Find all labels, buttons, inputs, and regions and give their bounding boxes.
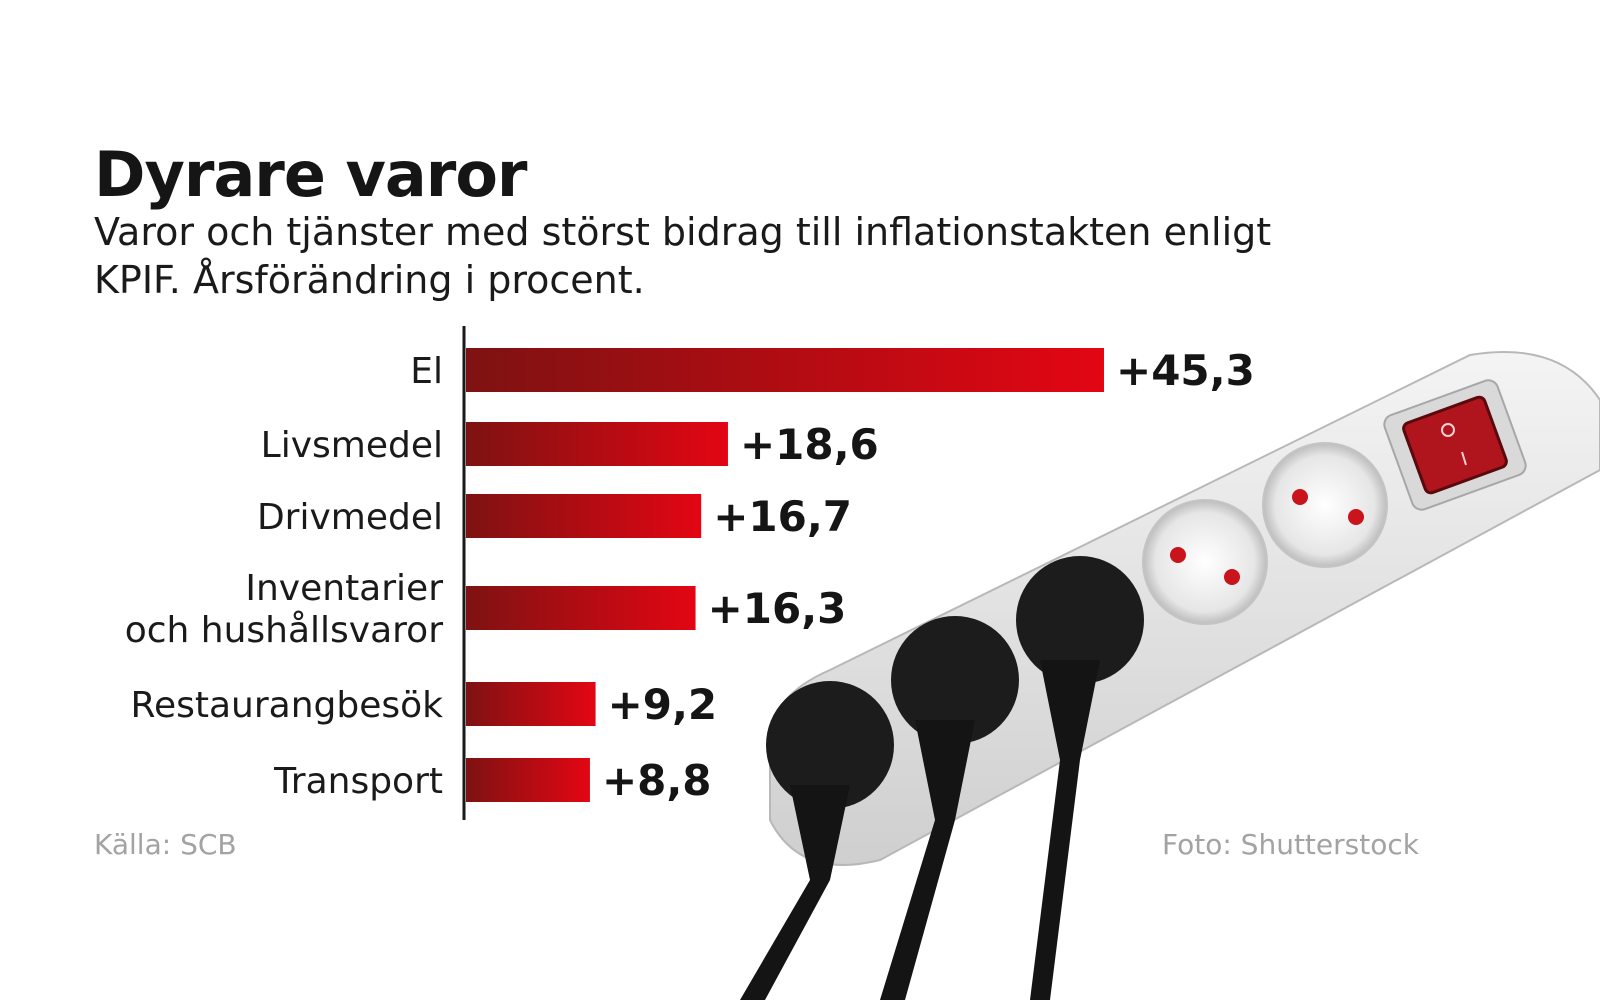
category-label: Transport — [273, 761, 443, 802]
plug-icon — [740, 681, 894, 1000]
power-switch-icon — [1383, 379, 1527, 511]
value-label: +18,6 — [740, 420, 879, 469]
socket-icon — [1142, 499, 1268, 625]
plug-icon — [880, 616, 1019, 1000]
category-label: och hushållsvaror — [125, 610, 444, 651]
value-label: +16,3 — [708, 584, 847, 633]
socket-icon — [1262, 442, 1388, 568]
bar — [466, 348, 1104, 392]
category-label: Drivmedel — [257, 497, 443, 538]
bars-group — [466, 348, 1104, 802]
source-note: Källa: SCB — [94, 828, 237, 861]
value-labels: +45,3 +18,6 +16,7 +16,3 +9,2 +8,8 — [602, 346, 1255, 805]
value-label: +9,2 — [608, 680, 718, 729]
category-label: Livsmedel — [261, 425, 443, 466]
value-label: +16,7 — [713, 492, 852, 541]
power-strip-icon — [740, 351, 1600, 1000]
bar — [466, 586, 696, 630]
bar — [466, 682, 596, 726]
plug-icon — [1016, 556, 1144, 1000]
value-label: +8,8 — [602, 756, 712, 805]
photo-credit: Foto: Shutterstock — [1162, 828, 1419, 861]
value-label: +45,3 — [1116, 346, 1255, 395]
bar — [466, 494, 702, 538]
bar — [466, 758, 590, 802]
chart-subtitle: Varor och tjänster med störst bidrag til… — [94, 210, 1272, 302]
category-label: Restaurangbesök — [131, 685, 444, 726]
bar — [466, 422, 728, 466]
chart-title: Dyrare varor — [94, 138, 528, 211]
category-label: El — [410, 351, 443, 392]
category-label: Inventarier — [245, 568, 443, 609]
